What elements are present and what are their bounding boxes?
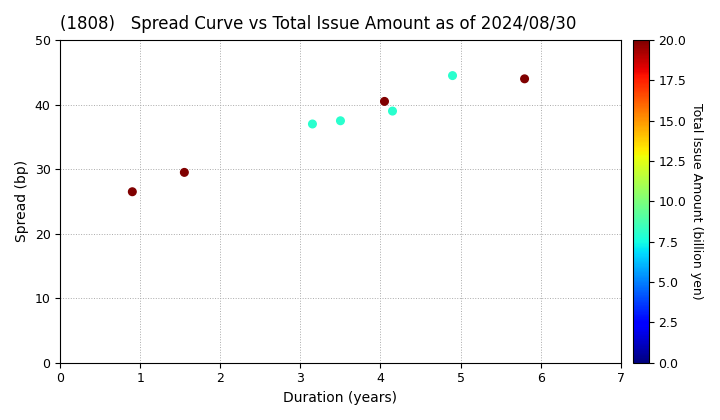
Y-axis label: Total Issue Amount (billion yen): Total Issue Amount (billion yen): [690, 103, 703, 300]
Text: (1808)   Spread Curve vs Total Issue Amount as of 2024/08/30: (1808) Spread Curve vs Total Issue Amoun…: [60, 15, 577, 33]
Point: [387, 108, 398, 114]
Point: [127, 189, 138, 195]
X-axis label: Duration (years): Duration (years): [284, 391, 397, 405]
Y-axis label: Spread (bp): Spread (bp): [15, 160, 29, 242]
Point: [519, 76, 531, 82]
Point: [379, 98, 390, 105]
Point: [447, 72, 459, 79]
Point: [179, 169, 190, 176]
Point: [335, 118, 346, 124]
Point: [307, 121, 318, 127]
